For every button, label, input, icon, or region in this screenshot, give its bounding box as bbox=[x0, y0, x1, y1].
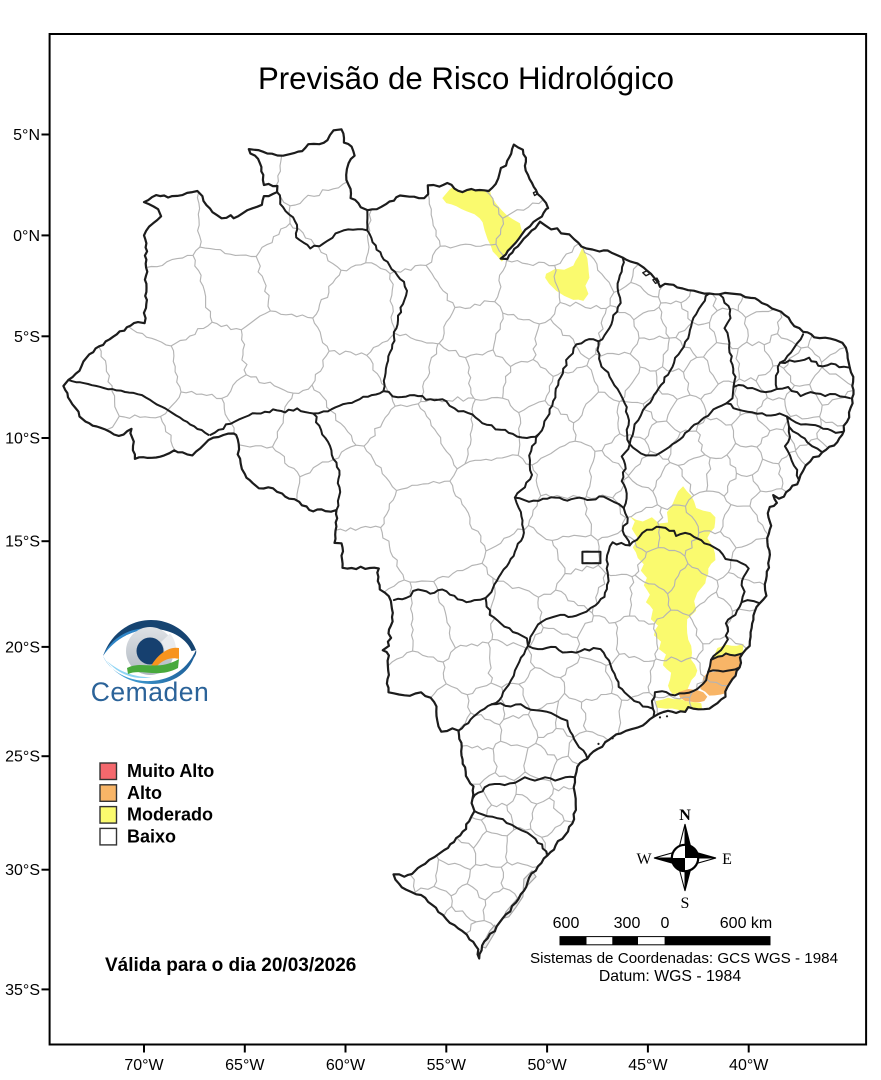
svg-text:50°W: 50°W bbox=[527, 1057, 567, 1074]
svg-text:40°W: 40°W bbox=[729, 1057, 769, 1074]
svg-text:5°N: 5°N bbox=[13, 127, 40, 144]
svg-text:60°W: 60°W bbox=[326, 1057, 366, 1074]
svg-text:0°N: 0°N bbox=[13, 228, 40, 245]
svg-text:35°S: 35°S bbox=[5, 982, 40, 999]
svg-text:Válida para o dia 20/03/2026: Válida para o dia 20/03/2026 bbox=[105, 955, 356, 976]
svg-text:600 km: 600 km bbox=[720, 915, 772, 932]
svg-text:70°W: 70°W bbox=[124, 1057, 164, 1074]
svg-text:45°W: 45°W bbox=[628, 1057, 668, 1074]
svg-text:Baixo: Baixo bbox=[127, 826, 176, 846]
svg-text:N: N bbox=[679, 807, 691, 824]
svg-text:65°W: 65°W bbox=[225, 1057, 265, 1074]
svg-text:600: 600 bbox=[553, 915, 580, 932]
svg-text:25°S: 25°S bbox=[5, 749, 40, 766]
svg-text:15°S: 15°S bbox=[5, 534, 40, 551]
svg-text:E: E bbox=[722, 851, 732, 868]
svg-text:30°S: 30°S bbox=[5, 862, 40, 879]
svg-text:Moderado: Moderado bbox=[127, 805, 213, 825]
svg-text:W: W bbox=[636, 851, 652, 868]
svg-text:5°S: 5°S bbox=[14, 329, 40, 346]
svg-text:Datum: WGS - 1984: Datum: WGS - 1984 bbox=[599, 968, 741, 985]
svg-text:55°W: 55°W bbox=[427, 1057, 467, 1074]
svg-text:Muito Alto: Muito Alto bbox=[127, 761, 214, 781]
svg-text:300: 300 bbox=[614, 915, 641, 932]
svg-text:Alto: Alto bbox=[127, 783, 162, 803]
svg-text:Cemaden: Cemaden bbox=[91, 677, 209, 707]
svg-text:10°S: 10°S bbox=[5, 431, 40, 448]
svg-text:0: 0 bbox=[661, 915, 670, 932]
svg-text:Previsão de Risco Hidrológico: Previsão de Risco Hidrológico bbox=[258, 61, 674, 96]
svg-text:20°S: 20°S bbox=[5, 639, 40, 656]
svg-text:Sistemas de Coordenadas: GCS W: Sistemas de Coordenadas: GCS WGS - 1984 bbox=[530, 950, 838, 967]
svg-text:S: S bbox=[681, 895, 690, 912]
